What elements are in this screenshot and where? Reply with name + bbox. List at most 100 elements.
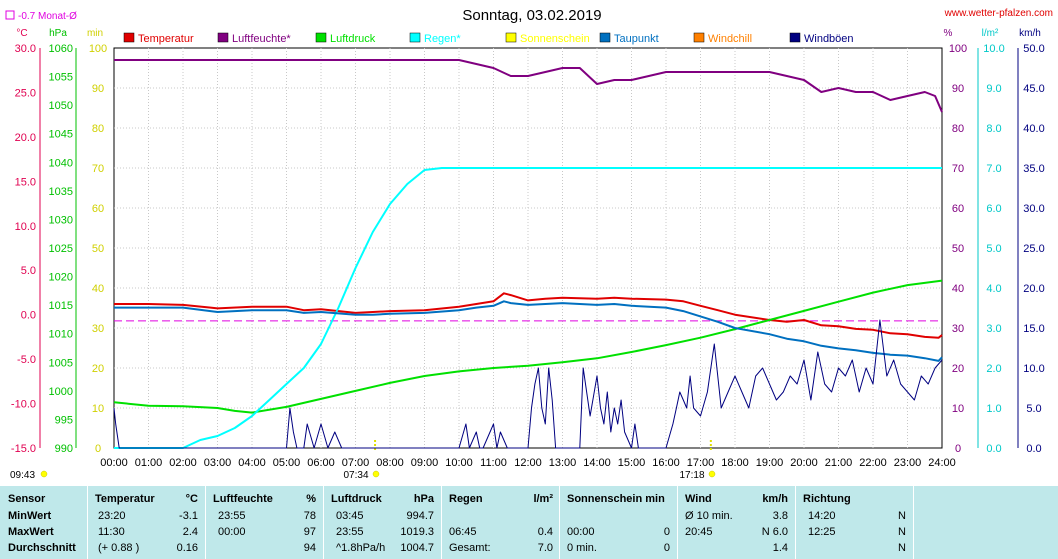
statistics-table: Sensor Temperatur °C Luftfeuchte % Luftd… — [0, 486, 1058, 559]
y-tick-label-wind: 40.0 — [1023, 123, 1044, 135]
source-link[interactable]: www.wetter-pfalzen.com — [944, 8, 1053, 19]
stats-header-rain: Regen — [449, 493, 483, 505]
chart-title: Sonntag, 03.02.2019 — [462, 7, 601, 24]
y-tick-label-pct: 0 — [955, 443, 961, 455]
y-tick-label-pct: 100 — [949, 43, 967, 55]
y-tick-label-pct: 10 — [952, 403, 964, 415]
stats-header-temp: Temperatur — [95, 493, 155, 505]
stats-cell-dir-t: 14:20 — [808, 510, 836, 522]
y-tick-label-min: 60 — [92, 203, 104, 215]
stats-cell-sun-t: 00:00 — [567, 526, 595, 538]
x-tick-label: 00:00 — [100, 457, 128, 469]
legend-swatch — [693, 32, 705, 43]
stats-cell-hum-t: 23:55 — [218, 510, 246, 522]
x-tick-label: 23:00 — [894, 457, 922, 469]
series-line-luftdruck — [113, 279, 943, 414]
y-tick-label-rain: 1.0 — [986, 403, 1001, 415]
y-tick-label-wind: 30.0 — [1023, 203, 1044, 215]
unit-rain: l/m² — [982, 28, 999, 39]
legend-label: Regen* — [424, 33, 461, 45]
y-tick-label-wind: 50.0 — [1023, 43, 1044, 55]
y-tick-label-press: 1020 — [49, 272, 73, 284]
stats-cell-rain-t: Gesamt: — [449, 542, 491, 554]
y-tick-label-pct: 80 — [952, 123, 964, 135]
stats-cell-label: MinWert — [8, 510, 52, 522]
legend-swatch — [505, 32, 517, 43]
stats-cell-hum-v: 78 — [303, 510, 316, 522]
day-start-sun-icon — [40, 470, 48, 478]
stats-cell-press-v: 1019.3 — [400, 526, 434, 538]
sunset-sun-icon — [708, 470, 716, 478]
unit-wind: km/h — [1019, 28, 1041, 39]
stats-cell-rain-t: 06:45 — [449, 526, 477, 538]
stats-header-dir: Richtung — [803, 493, 851, 505]
x-tick-label: 09:00 — [411, 457, 439, 469]
stats-header-press: Luftdruck — [331, 493, 382, 505]
x-tick-label: 05:00 — [273, 457, 301, 469]
x-tick-label: 16:00 — [652, 457, 680, 469]
y-tick-label-rain: 7.0 — [986, 163, 1001, 175]
stats-header-hum: Luftfeuchte — [213, 493, 273, 505]
stats-cell-temp-t: 23:20 — [98, 510, 126, 522]
y-tick-label-rain: 6.0 — [986, 203, 1001, 215]
y-tick-label-min: 40 — [92, 283, 104, 295]
stats-cell-wind-v: 1.4 — [772, 542, 788, 554]
stats-cell-dir-t: 12:25 — [808, 526, 836, 538]
y-tick-label-press: 1060 — [49, 43, 73, 55]
stats-cell-hum-t: 00:00 — [218, 526, 246, 538]
stats-header-hum-unit: % — [306, 493, 316, 505]
y-tick-label-rain: 10.0 — [983, 43, 1004, 55]
y-tick-label-press: 1030 — [49, 214, 73, 226]
stats-cell-press-v: 1004.7 — [400, 542, 434, 554]
y-tick-label-press: 1015 — [49, 300, 73, 312]
stats-cell-sun-v: 0 — [663, 526, 670, 538]
x-tick-label: 24:00 — [928, 457, 956, 469]
y-tick-label-temp: 10.0 — [15, 221, 36, 233]
stats-header-press-unit: hPa — [413, 493, 434, 505]
stats-cell-dir-v: N — [898, 510, 906, 522]
sunrise-time: 07:34 — [343, 470, 368, 481]
x-tick-label: 06:00 — [307, 457, 335, 469]
y-tick-label-press: 1045 — [49, 129, 73, 141]
y-tick-label-wind: 35.0 — [1023, 163, 1044, 175]
y-tick-label-pct: 20 — [952, 363, 964, 375]
x-tick-label: 13:00 — [549, 457, 577, 469]
stats-header-wind-unit: km/h — [762, 493, 788, 505]
y-tick-label-rain: 9.0 — [986, 83, 1001, 95]
y-tick-label-press: 1025 — [49, 243, 73, 255]
y-tick-label-rain: 4.0 — [986, 283, 1001, 295]
x-tick-label: 15:00 — [618, 457, 646, 469]
y-tick-label-press: 1040 — [49, 157, 73, 169]
stats-cell-label: MaxWert — [8, 526, 54, 538]
stats-cell-temp-v: 0.16 — [176, 542, 198, 554]
stats-cell-hum-v: 94 — [303, 542, 316, 554]
x-tick-label: 08:00 — [376, 457, 404, 469]
y-tick-label-press: 1055 — [49, 72, 73, 84]
monthly-avg-label: -0.7 Monat-Ø — [18, 11, 77, 22]
y-tick-label-pct: 60 — [952, 203, 964, 215]
y-tick-label-wind: 45.0 — [1023, 83, 1044, 95]
stats-cell-temp-v: 2.4 — [182, 526, 198, 538]
y-tick-label-wind: 20.0 — [1023, 283, 1044, 295]
stats-cell-press-t: 03:45 — [336, 510, 364, 522]
y-tick-label-rain: 5.0 — [986, 243, 1001, 255]
stats-cell-dir-v: N — [898, 542, 906, 554]
y-tick-label-pct: 70 — [952, 163, 964, 175]
monthly-avg-marker-icon — [5, 10, 15, 20]
stats-header-sensor: Sensor — [8, 493, 46, 505]
y-tick-label-wind: 15.0 — [1023, 323, 1044, 335]
y-tick-label-min: 20 — [92, 363, 104, 375]
y-tick-label-temp: 0.0 — [21, 310, 36, 322]
y-tick-label-temp: -15.0 — [11, 443, 36, 455]
stats-cell-temp-t: (+ 0.88 ) — [98, 542, 140, 554]
y-tick-label-press: 1050 — [49, 100, 73, 112]
legend-swatch — [217, 32, 229, 43]
y-tick-label-wind: 10.0 — [1023, 363, 1044, 375]
y-tick-label-temp: -10.0 — [11, 399, 36, 411]
x-tick-label: 14:00 — [583, 457, 611, 469]
stats-cell-wind-t: Ø 10 min. — [685, 510, 733, 522]
y-tick-label-rain: 0.0 — [986, 443, 1001, 455]
y-tick-label-min: 10 — [92, 403, 104, 415]
stats-cell-temp-t: 11:30 — [98, 526, 125, 538]
x-tick-label: 22:00 — [859, 457, 887, 469]
